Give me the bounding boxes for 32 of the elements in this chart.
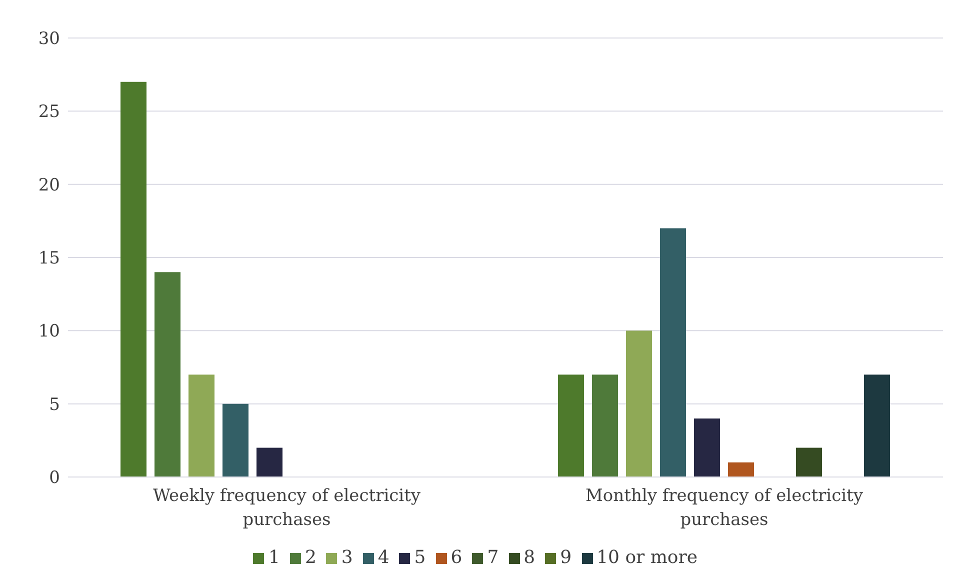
y-tick-label: 15 [38,248,60,269]
bar [120,82,146,477]
legend-label: 5 [414,547,426,568]
x-tick-label: Monthly frequency of electricity purchases [586,486,864,530]
bar [694,418,720,477]
y-tick-label: 10 [38,322,60,342]
bar [592,374,618,477]
y-tick-label: 0 [49,468,60,488]
bar [728,462,754,477]
legend-label: 1 [268,547,280,568]
y-tick-label: 30 [38,29,60,50]
legend-label: 8 [524,547,536,568]
legend-label: 10 or more [596,547,698,568]
x-tick-label: Weekly frequency of electricity purchases [152,486,421,530]
bar [660,228,686,477]
legend-label: 9 [560,547,572,568]
legend-label: 6 [450,547,462,568]
bar [626,330,652,477]
bar [864,374,890,477]
legend-label: 3 [341,547,353,568]
y-tick-label: 5 [49,394,60,415]
bar [558,374,584,477]
bar [222,404,248,477]
y-tick-label: 25 [38,102,60,122]
bar [188,374,214,477]
legend-label: 2 [304,547,316,568]
bar [256,448,282,477]
bar [796,448,822,477]
legend-label: 7 [487,547,499,568]
y-tick-label: 20 [38,175,60,196]
bar [154,272,180,477]
legend-label: 4 [378,547,390,568]
